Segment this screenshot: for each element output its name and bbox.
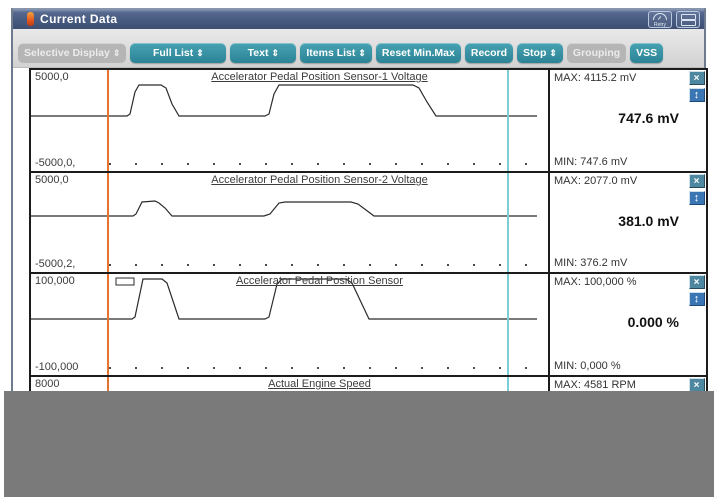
chart-title: Accelerator Pedal Position Sensor-2 Volt…	[211, 174, 428, 186]
chart-title: Accelerator Pedal Position Sensor	[236, 275, 403, 287]
value-panel: MAX: 4115.2 mV 747.6 mV MIN: 747.6 mV	[548, 70, 687, 171]
cursor-line-b[interactable]	[507, 70, 509, 171]
chart-area: 5000,0 Accelerator Pedal Position Sensor…	[29, 68, 708, 403]
chart-row-aps2-voltage: 5000,0 Accelerator Pedal Position Sensor…	[31, 173, 706, 274]
axis-ticks	[109, 264, 543, 266]
axis-ticks	[109, 367, 543, 369]
waveform	[31, 277, 537, 320]
text-button[interactable]: Text ⇕	[230, 43, 297, 63]
waveform	[31, 84, 537, 117]
dropdown-icon: ⇕	[358, 47, 366, 58]
cursor-line-a[interactable]	[107, 173, 109, 272]
dropdown-icon: ⇕	[112, 47, 121, 58]
stop-button[interactable]: Stop ⇕	[517, 43, 563, 63]
window-title: Current Data	[40, 12, 118, 26]
current-value: 381.0 mV	[618, 212, 679, 229]
waveform-plot: 5000,0 Accelerator Pedal Position Sensor…	[31, 173, 548, 272]
title-bar: Current Data Retry	[13, 9, 704, 29]
y-max-label: 100,000	[35, 275, 75, 287]
cursor-line-b[interactable]	[507, 274, 509, 375]
waveform	[31, 200, 537, 217]
chart-row-aps1-voltage: 5000,0 Accelerator Pedal Position Sensor…	[31, 70, 706, 173]
axis-ticks	[109, 163, 543, 165]
min-readout: MIN: 0,000 %	[554, 360, 621, 372]
current-data-window: Current Data Retry Selective Display ⇕ F…	[11, 8, 708, 497]
resize-chart-button[interactable]: ↕	[688, 88, 705, 102]
reset-minmax-button[interactable]: Reset Min.Max	[375, 43, 461, 63]
y-min-label: -5000,0,	[35, 157, 76, 169]
resize-chart-button[interactable]: ↕	[688, 292, 705, 306]
max-readout: MAX: 4581 RPM	[554, 379, 636, 391]
dropdown-icon: ⇕	[549, 47, 557, 58]
waveform-plot: 8000 Actual Engine Speed	[31, 377, 548, 401]
current-value: 747.6 mV	[618, 110, 679, 127]
y-max-label: 8000	[35, 378, 60, 390]
close-chart-button[interactable]: ×	[688, 275, 705, 289]
grouping-button[interactable]: Grouping	[566, 43, 627, 63]
selective-display-button[interactable]: Selective Display ⇕	[18, 43, 127, 63]
close-chart-button[interactable]: ×	[688, 378, 705, 392]
chart-row-aps-percent: 100,000 Accelerator Pedal Position Senso…	[31, 274, 706, 377]
min-readout: MIN: 747.6 mV	[554, 156, 628, 168]
cursor-line-a[interactable]	[107, 274, 109, 375]
list-icon	[681, 13, 696, 20]
vss-button[interactable]: VSS	[630, 43, 664, 63]
toolbar: Selective Display ⇕ Full List ⇕ Text ⇕ I…	[13, 29, 704, 68]
cursor-line-a[interactable]	[107, 377, 109, 401]
app-icon	[27, 12, 34, 26]
cursor-line-b[interactable]	[507, 173, 509, 272]
retry-button[interactable]: Retry	[648, 10, 672, 28]
dropdown-icon: ⇕	[271, 47, 280, 58]
waveform-plot: 100,000 Accelerator Pedal Position Senso…	[31, 274, 548, 375]
y-min-label: -100,000	[35, 361, 79, 373]
cursor-line-a[interactable]	[107, 70, 109, 171]
y-min-label: -5000,2,	[35, 258, 76, 270]
max-readout: MAX: 100,000 %	[554, 276, 637, 288]
list-view-button[interactable]	[676, 10, 700, 28]
dropdown-icon: ⇕	[196, 47, 204, 58]
min-readout: MIN: 376.2 mV	[554, 257, 628, 269]
value-panel: MAX: 2077.0 mV 381.0 mV MIN: 376.2 mV	[548, 173, 687, 272]
gauge-icon	[653, 12, 667, 20]
y-max-label: 5000,0	[35, 71, 69, 83]
max-readout: MAX: 2077.0 mV	[554, 175, 638, 187]
chart-title: Accelerator Pedal Position Sensor-1 Volt…	[211, 71, 428, 83]
record-button[interactable]: Record	[464, 43, 514, 63]
current-value: 0.000 %	[627, 314, 679, 331]
gray-mask	[4, 391, 714, 497]
y-max-label: 5000,0	[35, 174, 69, 186]
value-panel: MAX: 100,000 % 0.000 % MIN: 0,000 %	[548, 274, 687, 375]
waveform-plot: 5000,0 Accelerator Pedal Position Sensor…	[31, 70, 548, 171]
close-chart-button[interactable]: ×	[688, 174, 705, 188]
list-icon	[681, 19, 696, 26]
chart-title: Actual Engine Speed	[268, 378, 371, 390]
marker-box	[115, 277, 135, 286]
retry-label: Retry	[654, 21, 666, 28]
cursor-line-b[interactable]	[507, 377, 509, 401]
items-list-button[interactable]: Items List ⇕	[300, 43, 372, 63]
close-chart-button[interactable]: ×	[688, 71, 705, 85]
max-readout: MAX: 4115.2 mV	[554, 72, 637, 84]
resize-chart-button[interactable]: ↕	[688, 191, 705, 205]
full-list-button[interactable]: Full List ⇕	[130, 43, 227, 63]
